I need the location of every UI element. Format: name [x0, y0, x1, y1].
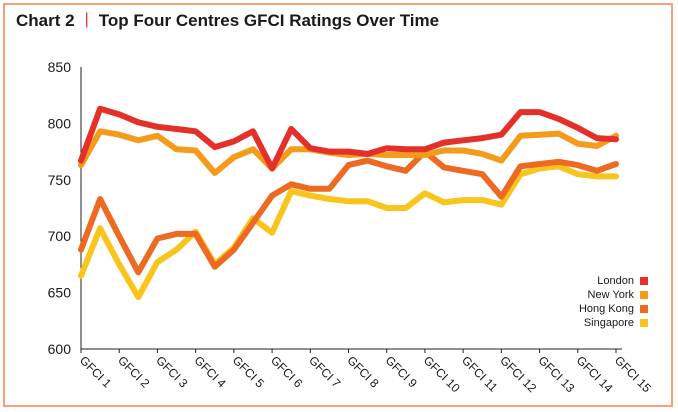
legend-label-singapore: Singapore: [583, 317, 634, 329]
x-tick-label: GFCI 1: [77, 353, 114, 390]
y-axis-ticks: 600 650 700 750 800 850: [48, 59, 72, 357]
legend-label-new-york: New York: [587, 289, 634, 301]
series-line-london: [78, 105, 619, 172]
axes: [80, 67, 622, 350]
x-tick-label: GFCI 10: [421, 353, 463, 395]
legend-label-london: London: [597, 275, 634, 287]
legend-swatch-hong-kong: [640, 305, 648, 313]
title-separator: |: [84, 11, 89, 28]
series-lines: [78, 105, 619, 301]
series-line-singapore: [78, 163, 619, 301]
series-line-hong-kong: [78, 148, 619, 276]
x-tick-label: GFCI 14: [574, 353, 616, 395]
x-tick-label: GFCI 7: [306, 353, 343, 390]
y-tick-label: 700: [48, 228, 72, 244]
legend-swatch-new-york: [640, 291, 648, 299]
legend-swatch-singapore: [640, 319, 648, 327]
x-tick-label: GFCI 4: [192, 353, 229, 390]
series-line-new-york: [78, 128, 619, 176]
y-tick-label: 850: [48, 59, 72, 75]
y-tick-label: 600: [48, 341, 72, 357]
x-tick-label: GFCI 6: [268, 353, 305, 390]
x-tick-label: GFCI 8: [344, 353, 381, 390]
x-tick-label: GFCI 12: [497, 353, 539, 395]
x-tick-label: GFCI 5: [230, 353, 267, 390]
chart-frame: [3, 3, 673, 407]
legend: London New York Hong Kong Singapore: [579, 275, 650, 329]
chart-title: Chart 2 | Top Four Centres GFCI Ratings …: [16, 10, 439, 32]
legend-swatch-london: [640, 277, 648, 285]
y-tick-label: 650: [48, 285, 72, 301]
x-tick-label: GFCI 3: [153, 353, 190, 390]
x-tick-label: GFCI 13: [535, 353, 577, 395]
x-tick-label: GFCI 15: [612, 353, 654, 395]
y-tick-label: 800: [48, 115, 72, 131]
chart-title-text: Top Four Centres GFCI Ratings Over Time: [98, 11, 440, 30]
x-tick-label: GFCI 9: [383, 353, 420, 390]
y-tick-label: 750: [48, 172, 72, 188]
x-tick-label: GFCI 11: [459, 353, 501, 395]
legend-label-hong-kong: Hong Kong: [578, 303, 634, 315]
chart-number-label: Chart 2: [16, 11, 75, 30]
x-tick-label: GFCI 2: [115, 353, 152, 390]
x-axis-ticks: GFCI 1 GFCI 2 GFCI 3 GFCI 4 GFCI 5 GFCI 6 GFCI…: [77, 349, 654, 395]
